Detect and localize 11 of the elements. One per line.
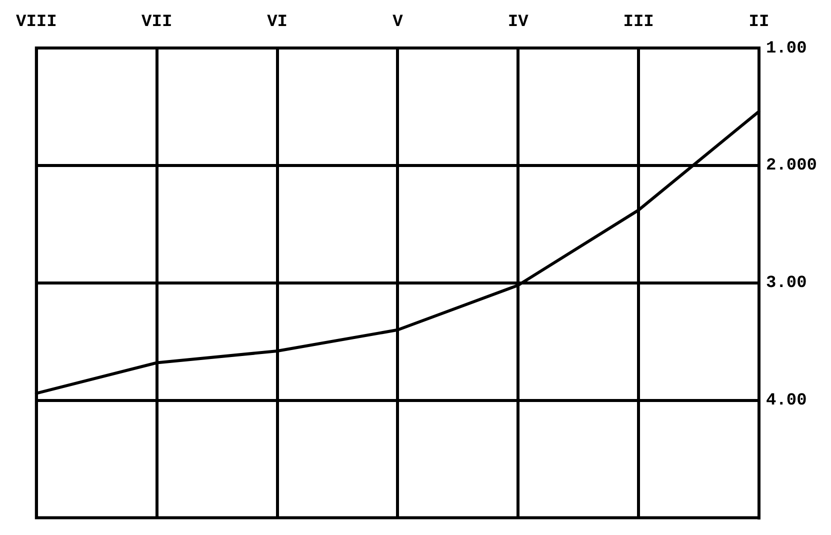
x-tick-label: V <box>392 13 404 32</box>
x-tick-label: III <box>623 13 654 32</box>
y-tick-label: 1.00 <box>766 39 807 58</box>
x-tick-label: VIII <box>16 13 57 32</box>
x-tick-label: VII <box>142 13 172 32</box>
x-tick-label: IV <box>508 13 530 32</box>
x-tick-label: II <box>748 13 770 32</box>
x-tick-label: VI <box>267 13 288 32</box>
y-tick-label: 4.00 <box>766 392 807 411</box>
y-tick-label: 2.000 <box>766 156 818 176</box>
y-tick-label: 3.00 <box>766 274 807 294</box>
